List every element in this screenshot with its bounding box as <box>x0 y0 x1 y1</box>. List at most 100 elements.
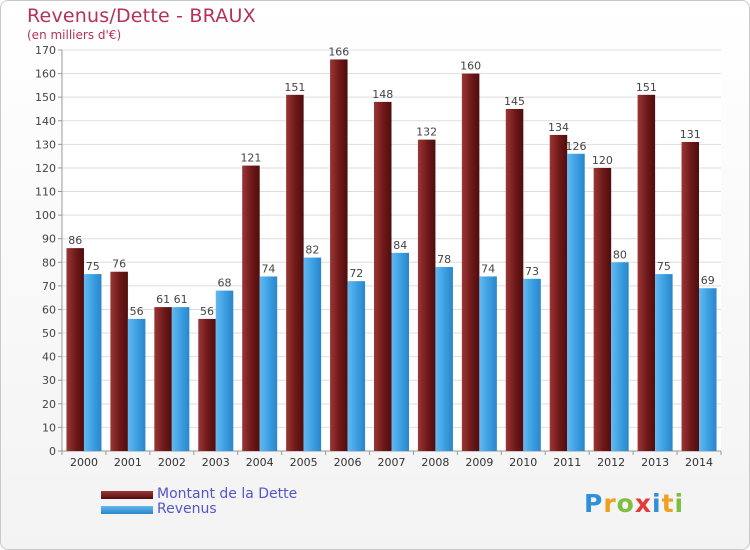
x-tick-label: 2004 <box>246 456 274 469</box>
data-label-revenus: 78 <box>437 253 451 266</box>
data-label-revenus: 80 <box>613 248 627 261</box>
x-tick-label: 2003 <box>202 456 230 469</box>
data-label-dette: 151 <box>636 81 657 94</box>
data-label-revenus: 68 <box>218 277 232 290</box>
bar-dette <box>198 318 216 451</box>
y-tick-label: 10 <box>42 421 56 434</box>
data-label-dette: 56 <box>200 305 214 318</box>
x-tick-label: 2008 <box>421 456 449 469</box>
x-tick-label: 2006 <box>334 456 362 469</box>
bar-dette <box>505 108 524 452</box>
bar-revenus <box>215 290 234 451</box>
x-tick-label: 2000 <box>70 456 98 469</box>
x-tick-label: 2005 <box>290 456 318 469</box>
bar-dette <box>242 165 260 452</box>
bar-dette <box>637 94 656 451</box>
bar-revenus <box>435 267 453 451</box>
bar-dette <box>286 94 304 451</box>
y-tick-label: 0 <box>49 445 56 458</box>
x-tick-label: 2010 <box>509 456 537 469</box>
bar-dette <box>681 141 700 451</box>
logo-letter: i <box>674 489 685 518</box>
y-tick-label: 170 <box>35 44 56 57</box>
bar-dette <box>593 167 612 452</box>
y-tick-label: 90 <box>42 233 56 246</box>
data-label-revenus: 61 <box>174 293 188 306</box>
data-label-dette: 120 <box>592 154 613 167</box>
data-label-dette: 86 <box>68 234 82 247</box>
bar-revenus <box>655 274 673 451</box>
bar-revenus <box>303 257 322 451</box>
y-tick-label: 130 <box>35 138 56 151</box>
x-tick-label: 2013 <box>641 456 669 469</box>
x-tick-label: 2009 <box>465 456 493 469</box>
data-label-revenus: 74 <box>261 262 275 275</box>
legend-label-revenus: Revenus <box>157 501 217 517</box>
y-tick-label: 30 <box>42 374 56 387</box>
bar-revenus <box>127 318 146 451</box>
y-tick-label: 60 <box>42 303 56 316</box>
data-label-revenus: 74 <box>481 262 495 275</box>
x-tick-label: 2014 <box>685 456 713 469</box>
data-label-dette: 61 <box>156 293 170 306</box>
data-label-dette: 145 <box>504 95 525 108</box>
bar-dette <box>461 73 480 452</box>
data-label-revenus: 126 <box>565 140 586 153</box>
data-label-revenus: 82 <box>305 244 319 257</box>
data-label-revenus: 75 <box>86 260 100 273</box>
bar-dette <box>154 307 172 451</box>
data-label-dette: 76 <box>112 258 126 271</box>
data-label-revenus: 72 <box>349 267 363 280</box>
logo-letter: o <box>616 489 635 518</box>
bar-dette <box>66 248 84 451</box>
y-tick-label: 100 <box>35 209 56 222</box>
bar-revenus <box>611 262 629 451</box>
data-label-dette: 166 <box>328 45 349 58</box>
y-tick-label: 110 <box>35 186 56 199</box>
logo-letter: P <box>584 489 604 518</box>
bar-dette <box>417 139 436 451</box>
legend-swatch-revenus <box>101 506 153 514</box>
data-label-dette: 151 <box>284 81 305 94</box>
x-tick-label: 2012 <box>597 456 625 469</box>
bar-revenus <box>347 281 366 451</box>
data-label-dette: 160 <box>460 60 481 73</box>
x-tick-label: 2007 <box>378 456 406 469</box>
bar-dette <box>330 59 348 451</box>
bar-revenus <box>391 252 409 451</box>
chart-subtitle: (en milliers d'€) <box>27 28 122 42</box>
data-label-revenus: 73 <box>525 265 539 278</box>
legend-label-dette: Montant de la Dette <box>157 486 298 502</box>
bar-dette <box>374 101 392 452</box>
bar-revenus <box>171 307 190 451</box>
bar-dette <box>110 271 128 451</box>
legend-swatch-dette <box>101 491 153 499</box>
bar-revenus <box>523 278 541 451</box>
bar-revenus <box>567 153 585 451</box>
x-tick-label: 2001 <box>114 456 142 469</box>
data-label-revenus: 56 <box>130 305 144 318</box>
logo-letter: t <box>661 489 675 518</box>
bar-revenus <box>699 288 717 451</box>
bar-dette <box>549 134 568 451</box>
y-tick-label: 20 <box>42 398 56 411</box>
y-tick-label: 70 <box>42 280 56 293</box>
data-label-dette: 132 <box>416 126 437 139</box>
y-tick-label: 120 <box>35 162 56 175</box>
x-tick-label: 2002 <box>158 456 186 469</box>
proxiti-logo: Proxiti <box>584 489 684 518</box>
data-label-revenus: 84 <box>393 239 407 252</box>
data-label-revenus: 75 <box>657 260 671 273</box>
bar-revenus <box>479 276 497 451</box>
data-label-dette: 131 <box>680 128 701 141</box>
bar-revenus <box>259 276 278 451</box>
y-tick-label: 150 <box>35 91 56 104</box>
data-label-dette: 148 <box>372 88 393 101</box>
data-label-dette: 134 <box>548 121 569 134</box>
bar-revenus <box>83 274 102 451</box>
x-tick-label: 2011 <box>553 456 581 469</box>
y-tick-label: 140 <box>35 115 56 128</box>
logo-letter: r <box>603 489 617 518</box>
